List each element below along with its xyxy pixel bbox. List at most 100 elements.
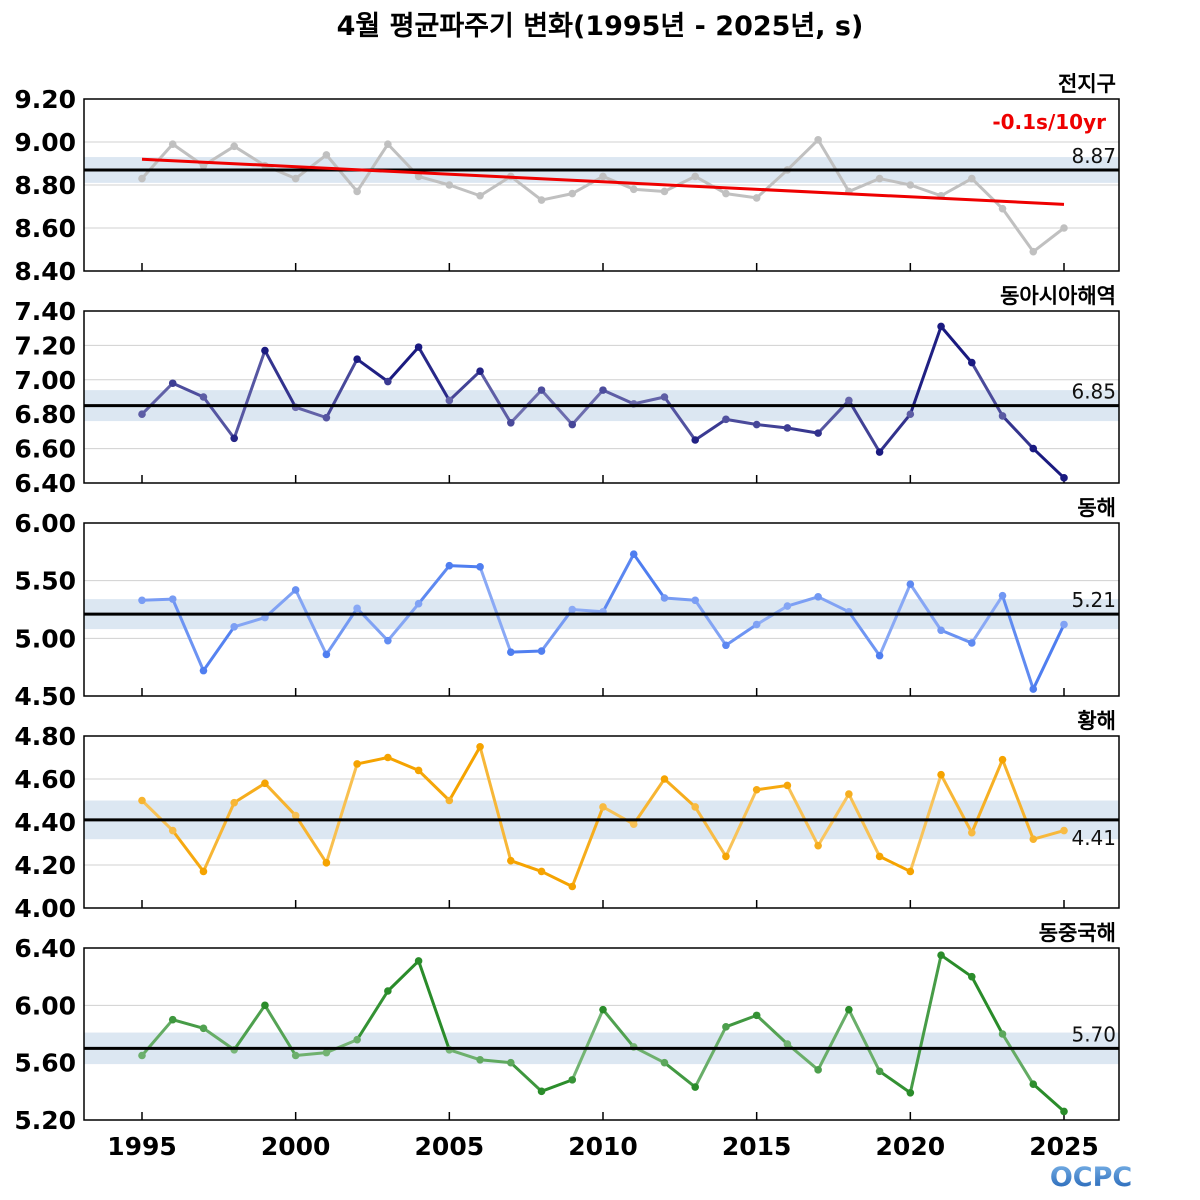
data-point xyxy=(937,322,945,331)
data-point xyxy=(291,811,300,820)
data-point xyxy=(660,187,669,196)
data-point xyxy=(968,972,976,981)
data-point xyxy=(660,393,669,401)
data-point xyxy=(507,856,515,865)
series-segment xyxy=(570,608,605,614)
data-point xyxy=(537,1087,546,1096)
series-segment xyxy=(263,349,298,409)
series-segment xyxy=(232,349,267,440)
data-point xyxy=(691,1083,699,1091)
series-segment xyxy=(417,564,451,606)
data-point xyxy=(261,1001,269,1010)
series-segment xyxy=(816,138,851,193)
series-segment xyxy=(878,854,912,873)
data-point xyxy=(722,852,730,861)
data-point xyxy=(660,594,669,602)
series-segment xyxy=(355,989,390,1042)
series-segment xyxy=(693,174,728,196)
series-segment xyxy=(140,381,175,416)
y-tick-label: 4.20 xyxy=(14,851,76,880)
series-segment xyxy=(878,177,912,187)
series-segment xyxy=(570,174,605,196)
data-point xyxy=(691,172,699,181)
series-segment xyxy=(970,594,1005,645)
series-segment xyxy=(417,959,451,1052)
series-segment xyxy=(601,1008,636,1049)
series-segment xyxy=(232,616,267,629)
mean-value-label: 6.85 xyxy=(1071,380,1116,404)
data-point xyxy=(691,596,699,605)
series-segment xyxy=(939,953,974,979)
series-segment xyxy=(478,1058,513,1065)
y-tick-label: 8.60 xyxy=(14,214,76,243)
series-segment xyxy=(939,773,974,835)
series-segment xyxy=(939,628,974,645)
series-segment xyxy=(847,792,882,858)
data-point xyxy=(968,174,976,183)
series-segment xyxy=(570,388,605,427)
data-point xyxy=(722,189,730,198)
series-segment xyxy=(724,192,759,200)
data-point xyxy=(629,550,638,558)
series-segment xyxy=(355,357,390,384)
series-segment xyxy=(785,426,820,435)
series-segment xyxy=(1001,758,1035,841)
data-point xyxy=(168,826,177,835)
data-point xyxy=(291,586,300,594)
series-segment xyxy=(294,1051,328,1057)
data-point xyxy=(906,181,915,189)
data-point xyxy=(814,841,822,850)
data-point xyxy=(599,1005,607,1014)
data-point xyxy=(845,1005,853,1014)
data-point xyxy=(138,1051,146,1060)
plot-frame xyxy=(83,98,1120,272)
data-point xyxy=(599,172,607,181)
data-point xyxy=(445,181,454,189)
data-point xyxy=(783,1040,792,1048)
y-tick-label: 7.20 xyxy=(14,331,76,360)
series-segment xyxy=(540,1078,574,1093)
data-point xyxy=(568,605,577,614)
data-point xyxy=(476,742,484,751)
data-point xyxy=(875,1067,884,1076)
data-point xyxy=(1060,474,1068,482)
series-segment xyxy=(294,405,328,420)
x-tick-label: 2005 xyxy=(415,1132,485,1161)
series-segment xyxy=(570,1008,605,1082)
series-segment xyxy=(355,756,390,766)
series-segment xyxy=(847,610,882,658)
data-point xyxy=(1060,826,1068,835)
series-segment xyxy=(294,814,328,865)
data-point xyxy=(199,867,208,876)
series-segment xyxy=(785,595,820,608)
data-point xyxy=(783,424,792,432)
series-segment xyxy=(478,565,513,654)
svg-text:OCPC: OCPC xyxy=(1050,1162,1132,1193)
data-point xyxy=(476,367,484,376)
data-point xyxy=(414,957,423,965)
data-point xyxy=(291,1051,300,1060)
series-segment xyxy=(232,781,267,805)
series-segment xyxy=(171,829,205,873)
series-segment xyxy=(540,869,574,888)
series-segment xyxy=(1031,622,1066,691)
panel-4: 4.80 4.60 4.40 4.20 4.00 4.41 황해 xyxy=(14,709,1120,923)
series-segment xyxy=(693,417,728,442)
series-segment xyxy=(447,1048,482,1062)
data-point xyxy=(875,651,884,660)
data-point xyxy=(1029,444,1038,453)
series-segment xyxy=(785,783,820,848)
series-segment xyxy=(140,597,175,602)
series-segment xyxy=(816,595,851,614)
data-point xyxy=(507,648,515,656)
data-point xyxy=(507,419,515,427)
data-point xyxy=(752,620,761,629)
series-segment xyxy=(693,598,728,647)
series-segment xyxy=(447,564,482,569)
data-point xyxy=(599,803,607,811)
data-point xyxy=(322,413,331,422)
data-point xyxy=(998,755,1007,764)
y-tick-label: 6.60 xyxy=(14,435,76,464)
series-segment xyxy=(509,1061,544,1093)
y-tick-label: 8.80 xyxy=(14,171,76,200)
